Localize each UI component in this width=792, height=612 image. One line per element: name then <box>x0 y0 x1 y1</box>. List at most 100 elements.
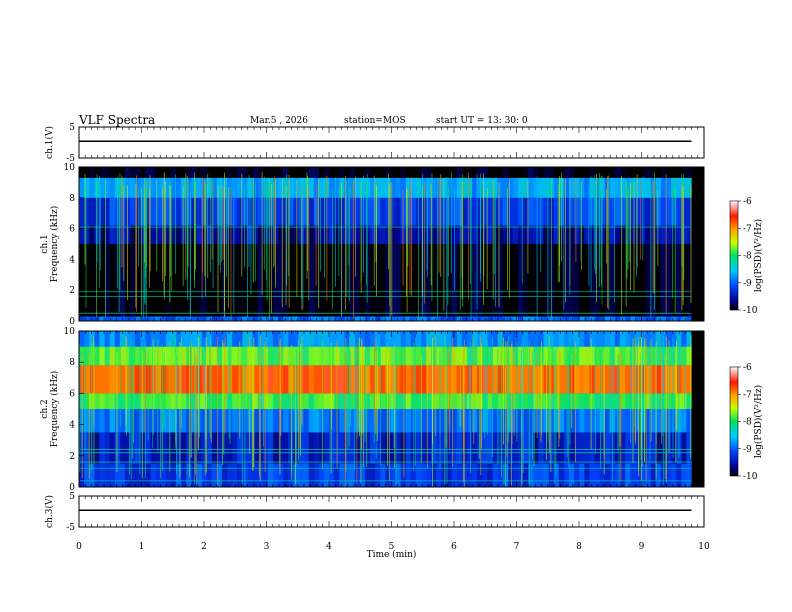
psd-cell <box>599 409 606 433</box>
psd-cell <box>318 167 325 178</box>
psd-cell <box>237 197 243 226</box>
psd-cell <box>119 167 126 178</box>
psd-cell <box>150 463 156 487</box>
psd-cell <box>175 409 182 433</box>
psd-cell <box>242 316 248 321</box>
psd-cell <box>313 331 320 347</box>
psd-cell <box>625 393 631 409</box>
psd-cell <box>625 432 631 464</box>
psd-cell <box>232 409 238 433</box>
psd-cell <box>482 432 488 464</box>
time-tick-label: 7 <box>514 542 520 552</box>
psd-cell <box>94 393 100 409</box>
psd-cell <box>313 409 320 433</box>
psd-cell <box>349 316 355 321</box>
psd-cell <box>640 432 646 464</box>
psd-cell <box>237 225 243 244</box>
psd-cell <box>507 393 514 409</box>
psd-cell <box>84 177 90 198</box>
psd-cell <box>375 331 381 347</box>
psd-cell <box>324 346 330 366</box>
psd-cell <box>140 197 146 226</box>
psd-cell <box>99 225 105 244</box>
psd-cell <box>502 244 509 317</box>
psd-cell <box>181 197 187 226</box>
psd-cell <box>89 167 95 178</box>
psd-cell <box>170 463 177 487</box>
psd-cell <box>186 409 192 433</box>
psd-cell <box>191 409 197 433</box>
psd-cell <box>594 225 600 244</box>
psd-cell <box>135 244 141 317</box>
psd-cell <box>599 393 606 409</box>
psd-cell <box>216 365 223 394</box>
psd-cell <box>140 167 146 178</box>
psd-cell <box>584 225 590 244</box>
psd-cell <box>308 244 315 317</box>
psd-cell <box>543 167 549 178</box>
psd-cell <box>359 167 366 178</box>
psd-cell <box>201 432 207 464</box>
psd-cell <box>349 167 355 178</box>
psd-cell <box>665 331 672 347</box>
psd-cell <box>390 432 396 464</box>
psd-cell <box>558 463 565 487</box>
psd-cell <box>415 393 422 409</box>
psd-cell <box>232 393 238 409</box>
psd-cell <box>221 432 228 464</box>
psd-cell <box>267 463 274 487</box>
psd-cell <box>645 225 651 244</box>
psd-cell <box>318 197 325 226</box>
psd-cell <box>635 432 641 464</box>
psd-cell <box>456 432 463 464</box>
psd-cell <box>604 409 611 433</box>
psd-cell <box>665 177 672 198</box>
psd-cell <box>456 409 463 433</box>
psd-cell <box>385 225 391 244</box>
psd-cell <box>655 225 662 244</box>
psd-cell <box>165 331 172 347</box>
psd-cell <box>298 316 304 321</box>
psd-cell <box>569 463 575 487</box>
psd-cell <box>538 167 544 178</box>
psd-cell <box>523 463 529 487</box>
psd-cell <box>660 177 667 198</box>
psd-cell <box>487 177 493 198</box>
psd-cell <box>548 365 554 394</box>
psd-cell <box>528 316 534 321</box>
psd-cell <box>278 167 284 178</box>
psd-cell <box>609 316 616 321</box>
psd-cell <box>436 463 442 487</box>
psd-cell <box>487 463 493 487</box>
psd-cell <box>645 244 651 317</box>
psd-cell <box>686 409 692 433</box>
psd-cell <box>671 316 677 321</box>
psd-cell <box>456 225 463 244</box>
psd-cell <box>630 197 636 226</box>
psd-cell <box>548 393 554 409</box>
psd-cell <box>436 365 442 394</box>
psd-cell <box>334 197 340 226</box>
psd-cell <box>446 177 452 198</box>
psd-cell <box>604 316 611 321</box>
psd-cell <box>512 316 519 321</box>
psd-cell <box>420 244 427 317</box>
psd-cell <box>415 463 422 487</box>
psd-cell <box>349 331 355 347</box>
psd-cell <box>599 463 606 487</box>
psd-cell <box>196 244 202 317</box>
psd-cell <box>293 331 299 347</box>
psd-cell <box>599 365 606 394</box>
psd-cell <box>574 365 580 394</box>
psd-cell <box>400 316 406 321</box>
psd-cell <box>318 177 325 198</box>
psd-cell <box>329 463 335 487</box>
psd-cell <box>645 177 651 198</box>
psd-cell <box>671 346 677 366</box>
psd-cell <box>645 167 651 178</box>
psd-cell <box>681 331 687 347</box>
psd-cell <box>329 197 335 226</box>
psd-cell <box>405 365 412 394</box>
psd-cell <box>216 432 223 464</box>
psd-cell <box>308 331 315 347</box>
